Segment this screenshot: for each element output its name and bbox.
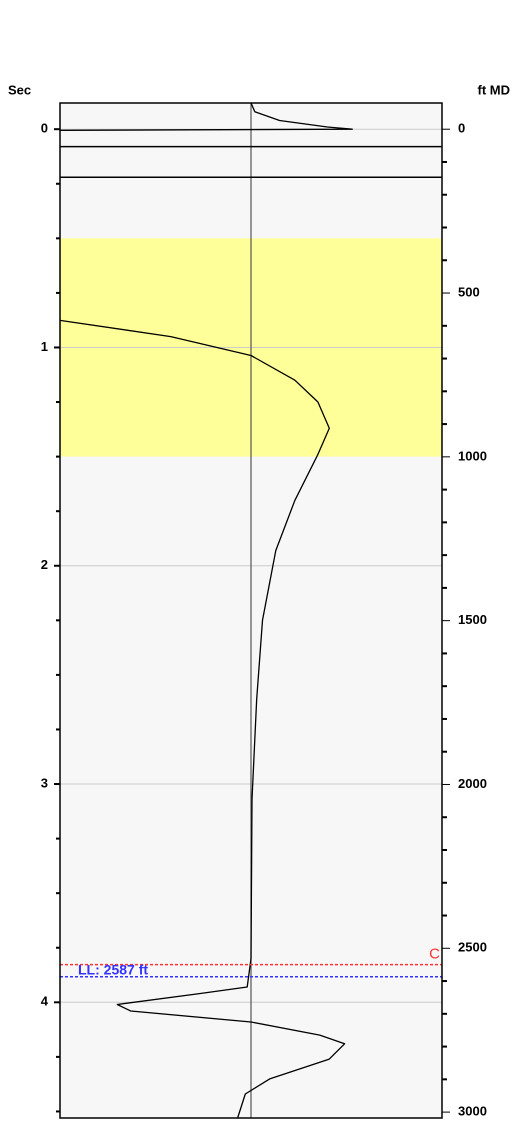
y-tick-label: 0 [41,121,48,136]
y-tick-label: 1 [41,339,48,354]
y2-tick-label: 0 [458,121,465,136]
y-tick-label: 2 [41,557,48,572]
y2-tick-label: 3000 [458,1104,487,1119]
plot-frame [59,102,443,1119]
y-tick-label: 3 [41,775,48,790]
trace-line [59,319,346,1119]
y2-tick-label: 2500 [458,940,487,955]
trace-line [59,102,353,131]
y-tick-label: 4 [41,994,49,1009]
marker-label: C [429,946,440,963]
y2-tick-label: 1500 [458,612,487,627]
y-axis-label: Sec [8,82,31,97]
marker-label: LL: 2587 ft [78,961,148,977]
y2-tick-label: 1000 [458,448,487,463]
y2-tick-label: 500 [458,284,480,299]
y2-tick-label: 2000 [458,776,487,791]
y2-axis-label: ft MD [478,82,511,97]
